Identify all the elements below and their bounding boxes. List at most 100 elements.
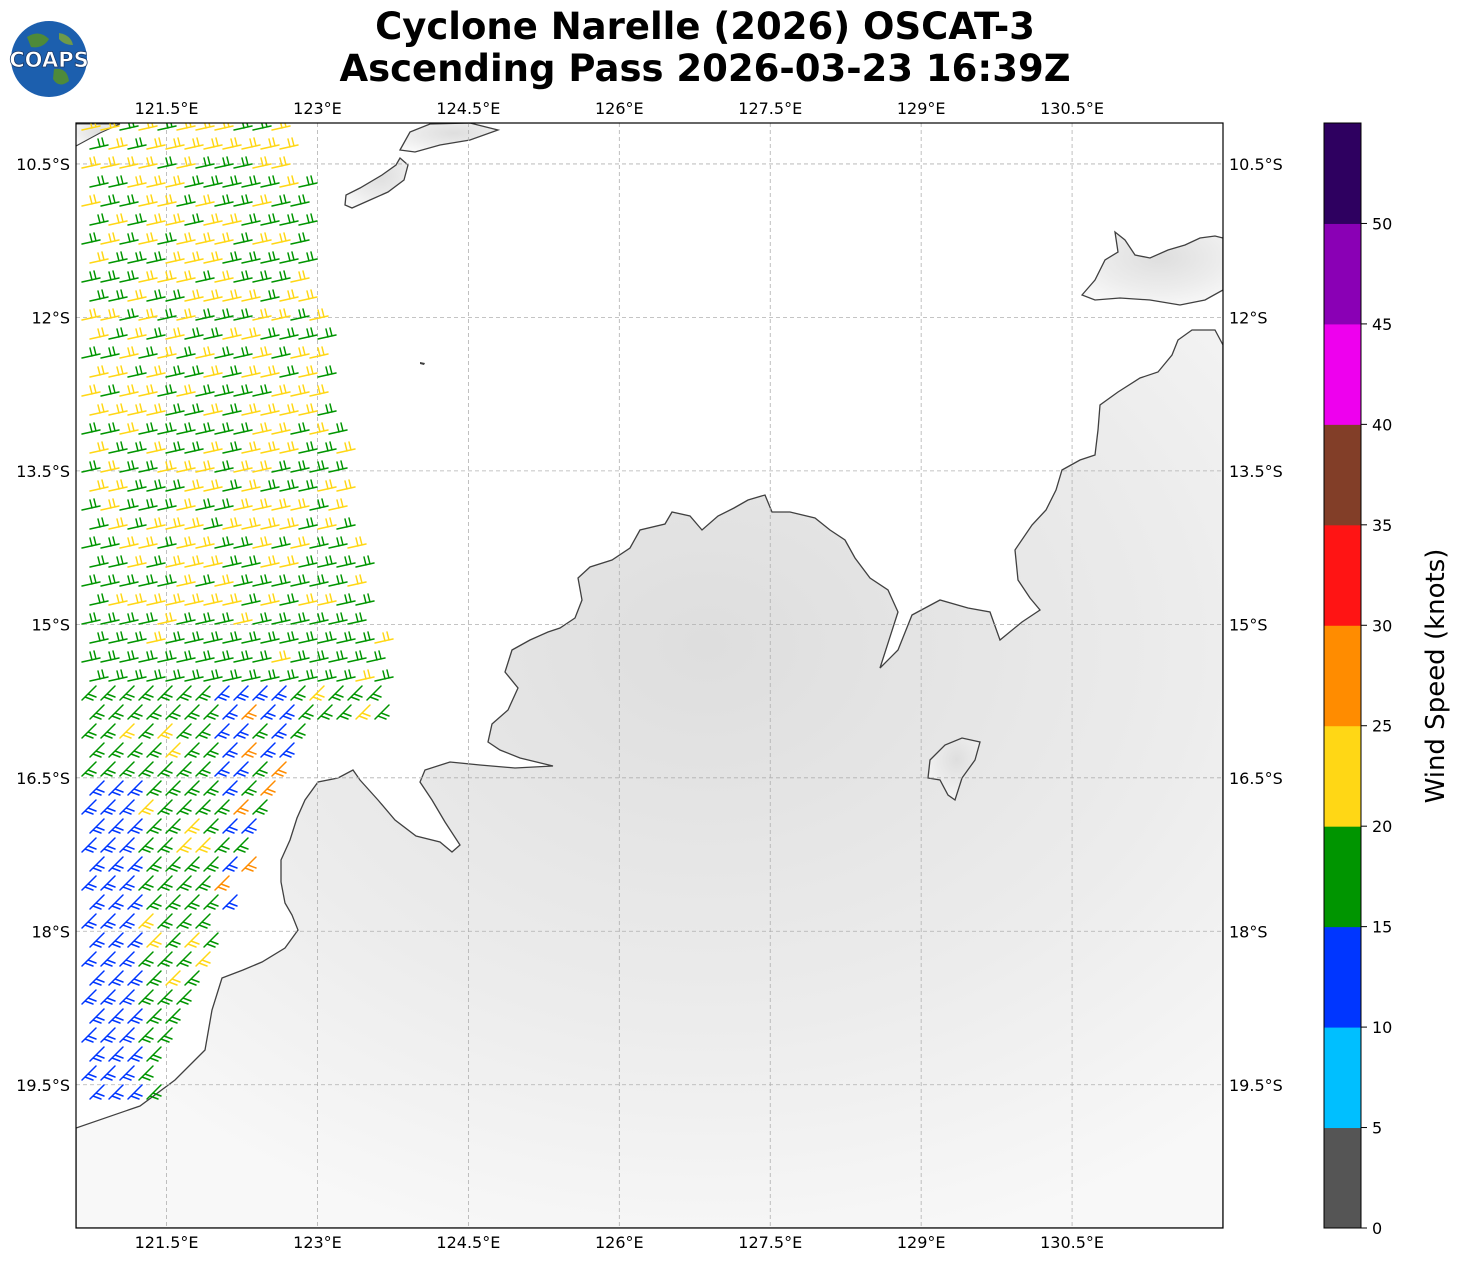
wind-barb bbox=[119, 308, 139, 321]
wind-barb bbox=[176, 574, 196, 587]
wind-barb bbox=[298, 403, 318, 416]
wind-barb bbox=[138, 951, 154, 967]
wind-barb bbox=[222, 704, 238, 720]
colorbar-tick-label: 35 bbox=[1372, 516, 1392, 535]
wind-barb bbox=[81, 156, 101, 169]
wind-barb bbox=[119, 460, 139, 473]
wind-barb bbox=[309, 650, 329, 663]
wind-barb bbox=[127, 742, 143, 758]
wind-barb bbox=[252, 232, 272, 245]
wind-barb bbox=[241, 780, 257, 796]
wind-barb bbox=[176, 422, 196, 435]
wind-barb bbox=[336, 593, 356, 606]
wind-barb bbox=[100, 232, 120, 245]
wind-barb bbox=[328, 460, 348, 473]
wind-barb bbox=[138, 308, 158, 321]
wind-barb bbox=[195, 460, 215, 473]
wind-barb bbox=[279, 251, 299, 264]
wind-barb bbox=[127, 1084, 143, 1100]
wind-barb bbox=[222, 289, 242, 302]
wind-barb bbox=[279, 631, 299, 644]
wind-barb bbox=[146, 403, 166, 416]
wind-barb bbox=[328, 574, 348, 587]
lon-tick-label-bottom: 130.5°E bbox=[1040, 1233, 1104, 1252]
wind-barb bbox=[366, 685, 382, 701]
wind-barb bbox=[317, 403, 337, 416]
wind-barb bbox=[298, 479, 318, 492]
wind-barb bbox=[184, 555, 204, 568]
wind-barb bbox=[119, 951, 135, 967]
wind-barb bbox=[89, 251, 109, 264]
wind-barb bbox=[241, 856, 257, 872]
wind-barb bbox=[165, 517, 185, 530]
wind-barb bbox=[271, 761, 287, 777]
wind-barb bbox=[271, 422, 291, 435]
wind-barb bbox=[108, 780, 124, 796]
wind-barb bbox=[298, 327, 318, 340]
wind-barb bbox=[222, 479, 242, 492]
wind-barb bbox=[146, 1084, 162, 1100]
wind-barb bbox=[222, 403, 242, 416]
wind-barb bbox=[184, 137, 204, 150]
wind-barb bbox=[157, 913, 173, 929]
wind-barb bbox=[119, 384, 139, 397]
map-frame bbox=[75, 122, 1224, 1229]
wind-barb bbox=[89, 593, 109, 606]
wind-barb bbox=[165, 365, 185, 378]
wind-barb bbox=[203, 631, 223, 644]
wind-barb bbox=[195, 799, 211, 815]
wind-barb bbox=[89, 818, 105, 834]
wind-barb bbox=[241, 137, 261, 150]
wind-barb bbox=[127, 327, 147, 340]
wind-barb bbox=[127, 289, 147, 302]
wind-barb bbox=[260, 631, 280, 644]
wind-barb bbox=[100, 650, 120, 663]
wind-barb bbox=[100, 270, 120, 283]
wind-barb bbox=[146, 365, 166, 378]
wind-barb bbox=[176, 156, 196, 169]
wind-barb bbox=[317, 593, 337, 606]
wind-barb bbox=[222, 631, 242, 644]
wind-barb bbox=[203, 441, 223, 454]
wind-barb bbox=[157, 270, 177, 283]
wind-barb bbox=[165, 479, 185, 492]
wind-barb bbox=[157, 875, 173, 891]
wind-barb bbox=[184, 780, 200, 796]
wind-barb bbox=[89, 932, 105, 948]
wind-barb bbox=[252, 460, 272, 473]
wind-barb bbox=[165, 742, 181, 758]
island-top bbox=[398, 123, 501, 153]
lon-tick-label-top: 130.5°E bbox=[1040, 99, 1104, 118]
wind-barb bbox=[241, 479, 261, 492]
wind-barb bbox=[176, 346, 196, 359]
lat-tick-label-left: 18°S bbox=[31, 922, 70, 941]
wind-barb bbox=[176, 723, 192, 739]
wind-barb bbox=[279, 479, 299, 492]
wind-barb bbox=[328, 498, 348, 511]
wind-barb bbox=[138, 685, 154, 701]
wind-barb bbox=[138, 270, 158, 283]
wind-barb bbox=[214, 723, 230, 739]
wind-barb bbox=[176, 460, 196, 473]
wind-barb bbox=[119, 723, 135, 739]
wind-barb bbox=[195, 951, 211, 967]
wind-barb bbox=[241, 669, 261, 682]
wind-barb bbox=[108, 742, 124, 758]
wind-barb bbox=[146, 137, 166, 150]
wind-barb bbox=[157, 123, 177, 131]
wind-barb bbox=[252, 156, 272, 169]
wind-barb bbox=[347, 612, 367, 625]
wind-barb bbox=[146, 327, 166, 340]
wind-barb bbox=[271, 232, 291, 245]
wind-barb bbox=[317, 441, 337, 454]
wind-barb bbox=[355, 669, 375, 682]
wind-barb bbox=[176, 951, 192, 967]
lat-tick-label-right: 16.5°S bbox=[1229, 769, 1283, 788]
wind-barb bbox=[195, 761, 211, 777]
wind-barb bbox=[279, 669, 299, 682]
wind-barb bbox=[222, 856, 238, 872]
wind-barb bbox=[100, 685, 116, 701]
wind-barb bbox=[89, 403, 109, 416]
wind-barb bbox=[336, 479, 356, 492]
wind-barb bbox=[241, 593, 261, 606]
